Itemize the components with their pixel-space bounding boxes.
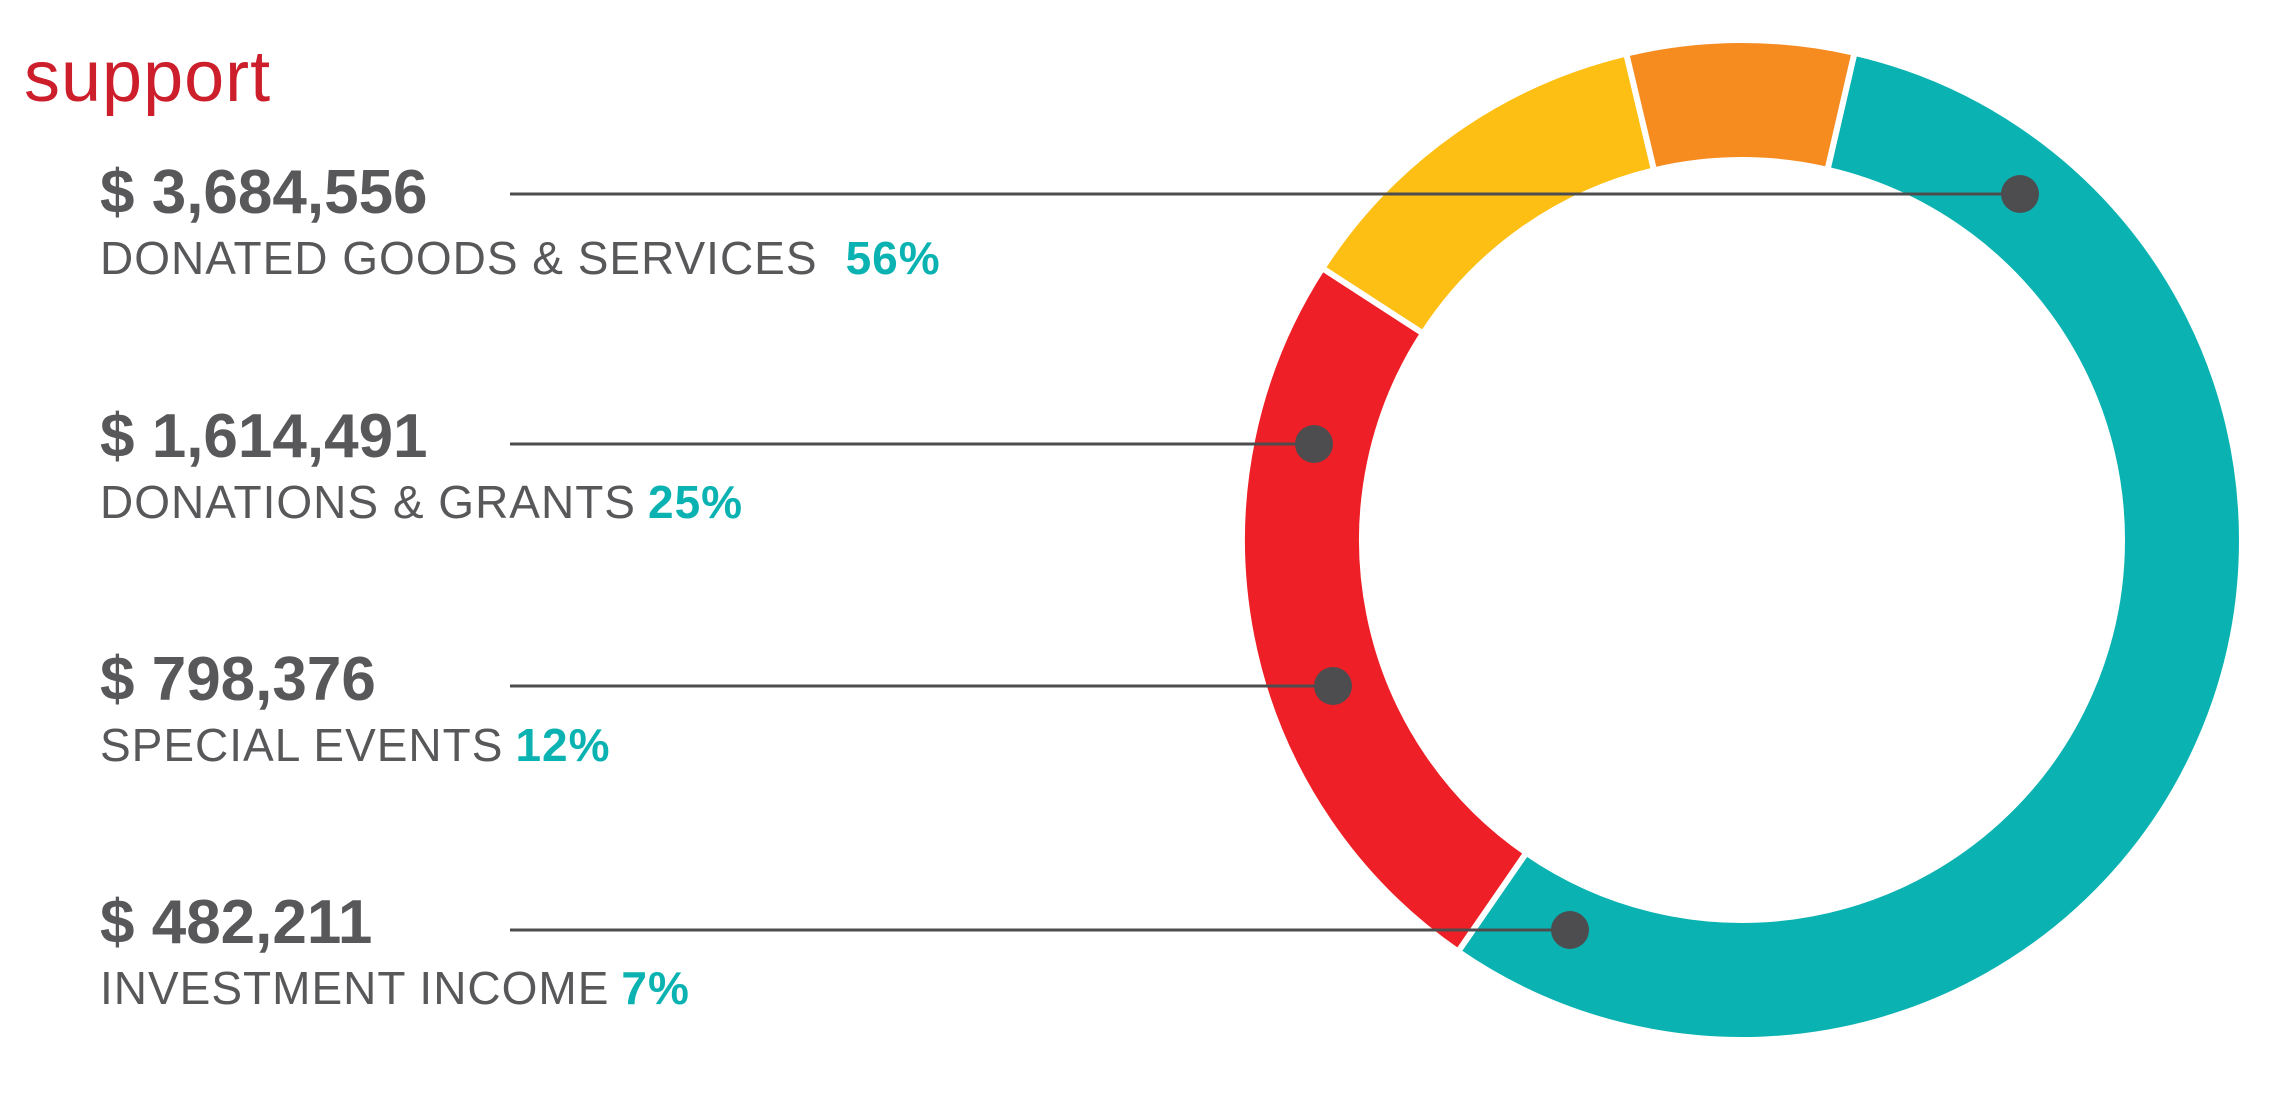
connector-dot-3: [1551, 911, 1589, 949]
category-label: DONATIONS & GRANTS: [100, 476, 636, 528]
percent-label: 56%: [845, 232, 941, 284]
amount-label: $ 482,211: [100, 888, 373, 957]
legend-entry-special-events: $ 798,376 SPECIAL EVENTS 12%: [100, 645, 611, 775]
percent-label: 25%: [647, 476, 744, 528]
connector-dot-0: [2001, 175, 2039, 213]
amount-label: $ 1,614,491: [100, 402, 428, 471]
donut-slice-0: [1453, 49, 2245, 1043]
chart-title: support: [24, 37, 272, 117]
connector-dot-2: [1314, 667, 1352, 705]
percent-label: 7%: [621, 962, 690, 1014]
amount-label: $ 798,376: [100, 645, 376, 714]
category-label: SPECIAL EVENTS: [100, 719, 504, 771]
category-label: DONATED GOODS & SERVICES: [100, 232, 818, 284]
legend-entry-donated-goods: $ 3,684,556 DONATED GOODS & SERVICES 56%: [100, 158, 941, 288]
amount-label: $ 3,684,556: [100, 158, 428, 227]
legend-entry-investment-income: $ 482,211 INVESTMENT INCOME 7%: [100, 888, 690, 1018]
donut-slice-1: [1239, 264, 1531, 956]
percent-label: 12%: [515, 719, 611, 771]
category-label: INVESTMENT INCOME: [100, 962, 610, 1014]
donut-slice-3: [1622, 37, 1859, 174]
legend-entry-donations-grants: $ 1,614,491 DONATIONS & GRANTS 25%: [100, 402, 743, 532]
connector-dot-1: [1295, 425, 1333, 463]
